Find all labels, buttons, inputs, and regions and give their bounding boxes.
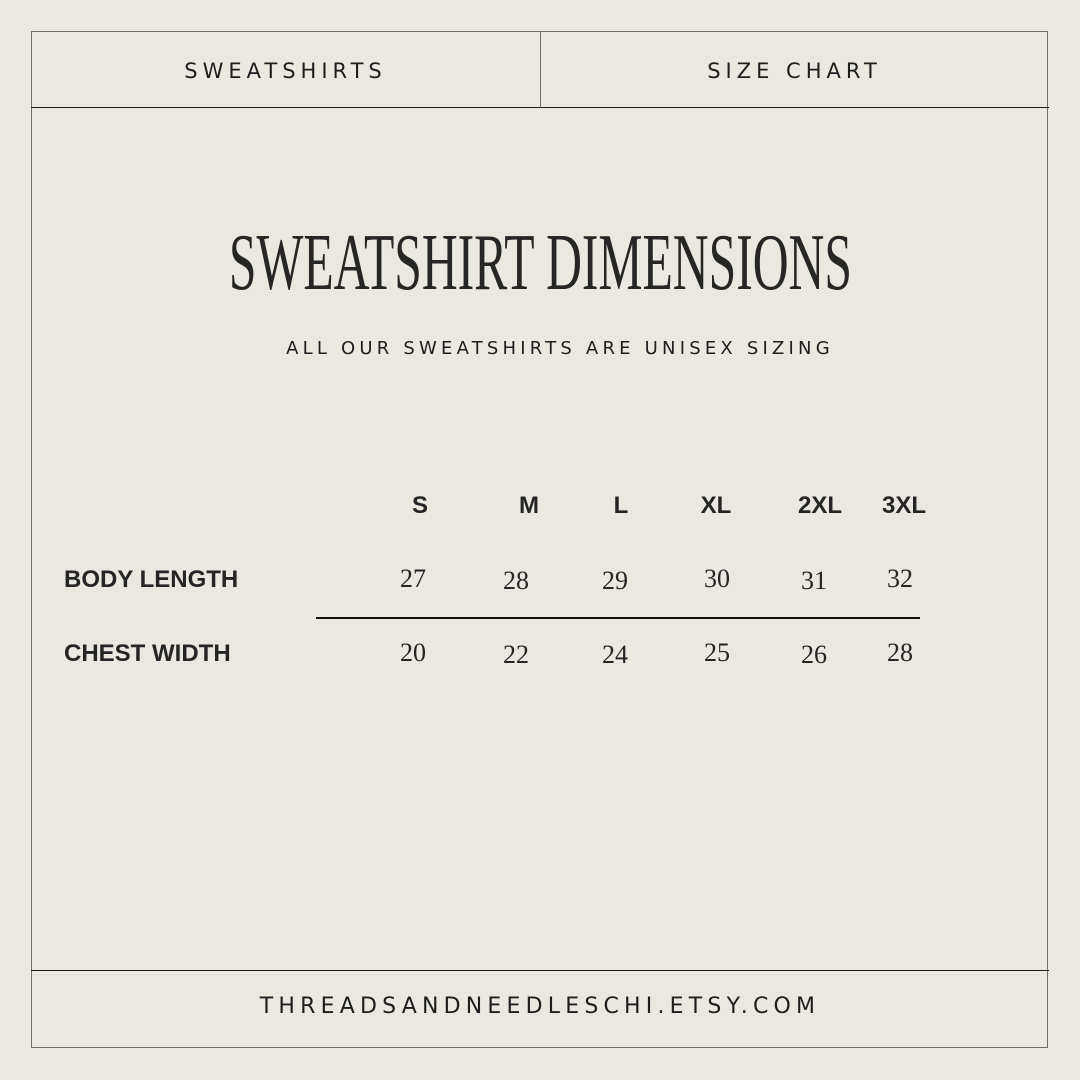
row-label-body-length: BODY LENGTH	[64, 566, 239, 593]
size-header-xl: XL	[700, 492, 732, 519]
table-cell: 20	[400, 638, 426, 667]
table-cell: 26	[801, 640, 827, 669]
size-header-m: M	[519, 492, 539, 519]
table-cell: 24	[602, 640, 628, 669]
table-cell: 27	[400, 564, 426, 593]
tab-sweatshirts: SWEATSHIRTS	[184, 59, 387, 83]
footer-url: THREADSANDNEEDLESCHI.ETSY.COM	[259, 994, 821, 1019]
footer-divider	[31, 970, 1049, 971]
size-header-2xl: 2XL	[797, 492, 842, 519]
table-cell: 28	[503, 566, 529, 595]
table-cell: 31	[801, 566, 827, 595]
size-header-s: S	[411, 492, 428, 519]
table-cell: 22	[503, 640, 529, 669]
table-cell: 28	[887, 638, 913, 667]
size-header-l: L	[613, 492, 629, 519]
outer-frame	[31, 31, 1048, 1048]
size-header-3xl: 3XL	[881, 492, 926, 519]
table-cell: 25	[704, 638, 730, 667]
row-separator	[316, 617, 920, 619]
page-title: SWEATSHIRT DIMENSIONS	[228, 219, 852, 307]
subtitle: ALL OUR SWEATSHIRTS ARE UNISEX SIZING	[286, 338, 834, 359]
table-cell: 32	[887, 564, 913, 593]
row-label-chest-width: CHEST WIDTH	[64, 640, 231, 667]
header-vertical-divider	[540, 31, 541, 108]
table-cell: 30	[704, 564, 730, 593]
table-cell: 29	[602, 566, 628, 595]
tab-size-chart: SIZE CHART	[707, 59, 882, 83]
